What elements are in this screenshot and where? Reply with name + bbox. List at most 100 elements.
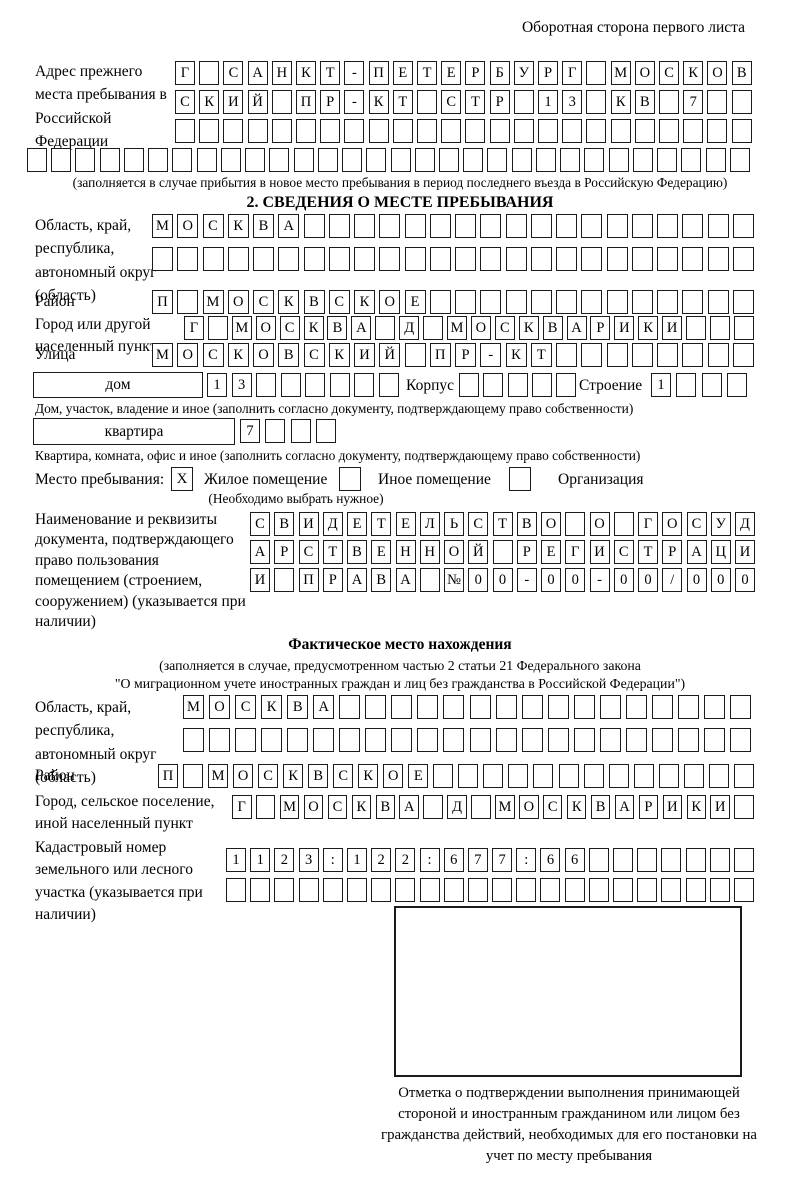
char-cell[interactable] <box>547 695 569 719</box>
char-cell[interactable] <box>709 316 730 340</box>
char-cell[interactable] <box>661 848 682 872</box>
char-cell[interactable] <box>443 695 465 719</box>
char-cell[interactable] <box>196 148 217 172</box>
char-cell[interactable] <box>487 148 508 172</box>
char-cell[interactable]: В <box>347 540 367 564</box>
char-cell[interactable]: К <box>566 795 587 819</box>
char-cell[interactable] <box>287 728 309 752</box>
char-cell[interactable] <box>657 148 678 172</box>
char-cell[interactable] <box>516 878 537 902</box>
char-cell[interactable] <box>531 373 552 397</box>
char-cell[interactable] <box>683 764 704 788</box>
char-cell[interactable]: К <box>610 90 631 114</box>
char-cell[interactable]: П <box>158 764 178 788</box>
char-cell[interactable]: Т <box>371 512 392 536</box>
char-cell[interactable] <box>391 728 413 752</box>
char-cell[interactable]: В <box>274 512 295 536</box>
char-cell[interactable] <box>354 373 375 397</box>
char-cell[interactable] <box>455 247 476 271</box>
char-cell[interactable] <box>443 878 464 902</box>
char-cell[interactable] <box>565 512 586 536</box>
char-cell[interactable]: А <box>686 540 707 564</box>
char-cell[interactable]: : <box>516 848 537 872</box>
char-cell[interactable] <box>682 290 704 314</box>
char-cell[interactable] <box>533 764 554 788</box>
checkbox-organization[interactable] <box>509 467 531 491</box>
char-cell[interactable]: С <box>327 795 348 819</box>
char-cell[interactable] <box>463 148 484 172</box>
char-cell[interactable] <box>354 247 375 271</box>
char-cell[interactable]: В <box>731 61 752 85</box>
char-cell[interactable]: К <box>283 764 304 788</box>
char-cell[interactable]: К <box>199 90 220 114</box>
char-cell[interactable] <box>480 214 502 238</box>
char-cell[interactable]: 7 <box>683 90 704 114</box>
char-cell[interactable]: А <box>250 540 270 564</box>
char-cell[interactable]: 0 <box>735 568 755 592</box>
char-cell[interactable] <box>625 728 647 752</box>
char-cell[interactable] <box>303 247 325 271</box>
char-cell[interactable] <box>732 214 754 238</box>
char-cell[interactable] <box>708 764 729 788</box>
char-cell[interactable] <box>346 878 367 902</box>
char-cell[interactable] <box>207 316 228 340</box>
char-cell[interactable]: 1 <box>651 373 671 397</box>
char-cell[interactable]: С <box>328 290 350 314</box>
char-cell[interactable] <box>433 764 454 788</box>
char-cell[interactable] <box>220 148 241 172</box>
char-cell[interactable] <box>703 695 725 719</box>
char-cell[interactable] <box>657 247 678 271</box>
char-cell[interactable] <box>395 878 416 902</box>
char-cell[interactable]: С <box>686 512 707 536</box>
char-cell[interactable]: К <box>296 61 317 85</box>
char-cell[interactable] <box>417 695 439 719</box>
char-cell[interactable] <box>313 728 335 752</box>
char-cell[interactable]: 1 <box>538 90 559 114</box>
char-cell[interactable] <box>729 148 750 172</box>
char-cell[interactable]: С <box>468 512 489 536</box>
char-cell[interactable] <box>685 878 706 902</box>
char-cell[interactable]: М <box>152 343 173 367</box>
char-cell[interactable] <box>265 419 286 443</box>
char-cell[interactable] <box>471 795 491 819</box>
char-cell[interactable] <box>365 728 387 752</box>
char-cell[interactable] <box>657 290 678 314</box>
char-cell[interactable] <box>583 764 604 788</box>
char-cell[interactable] <box>298 878 319 902</box>
char-cell[interactable] <box>366 148 387 172</box>
char-cell[interactable]: М <box>495 795 515 819</box>
char-cell[interactable] <box>505 247 527 271</box>
char-cell[interactable]: Л <box>419 512 440 536</box>
char-cell[interactable]: Д <box>322 512 343 536</box>
char-cell[interactable]: Р <box>662 540 683 564</box>
char-cell[interactable] <box>651 728 673 752</box>
char-cell[interactable] <box>707 343 729 367</box>
char-cell[interactable] <box>657 343 678 367</box>
checkbox-other-premises[interactable] <box>339 467 361 491</box>
char-cell[interactable] <box>705 148 726 172</box>
char-cell[interactable]: О <box>177 343 199 367</box>
char-cell[interactable]: Н <box>271 61 292 85</box>
char-cell[interactable]: И <box>662 316 683 340</box>
char-cell[interactable]: К <box>683 61 704 85</box>
char-cell[interactable] <box>293 148 314 172</box>
char-cell[interactable]: Р <box>538 61 559 85</box>
char-cell[interactable]: 0 <box>492 568 513 592</box>
char-cell[interactable] <box>732 247 754 271</box>
char-cell[interactable]: С <box>258 764 279 788</box>
char-cell[interactable] <box>438 148 459 172</box>
char-cell[interactable] <box>375 316 396 340</box>
char-cell[interactable] <box>379 247 401 271</box>
char-cell[interactable]: В <box>375 795 396 819</box>
char-cell[interactable]: Р <box>516 540 537 564</box>
char-cell[interactable]: А <box>351 316 372 340</box>
char-cell[interactable] <box>152 247 173 271</box>
char-cell[interactable]: К <box>227 214 249 238</box>
char-cell[interactable] <box>429 247 451 271</box>
char-cell[interactable]: Т <box>392 90 413 114</box>
char-cell[interactable] <box>183 764 204 788</box>
char-cell[interactable] <box>505 214 527 238</box>
char-cell[interactable]: С <box>175 90 195 114</box>
char-cell[interactable] <box>303 214 325 238</box>
char-cell[interactable] <box>392 119 413 143</box>
